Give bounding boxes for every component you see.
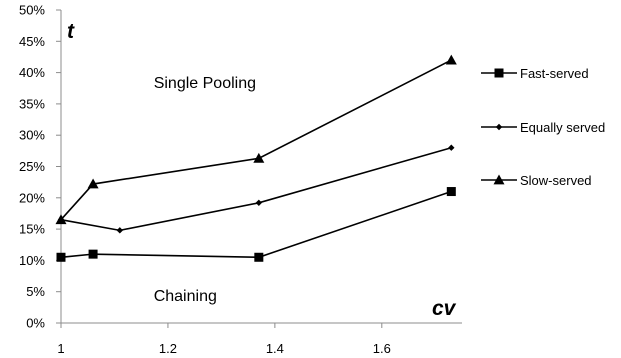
series-line — [60, 146, 452, 232]
data-point — [55, 214, 67, 225]
annotation-chaining: Chaining — [154, 288, 217, 305]
legend-item-fast-served: Fast-served — [481, 66, 589, 81]
data-point — [445, 54, 457, 65]
series-slow-served — [55, 54, 457, 225]
y-tick-label: 25% — [19, 159, 45, 174]
x-axis-label: cv — [432, 297, 457, 320]
data-point — [88, 249, 98, 259]
y-tick-label: 5% — [26, 284, 45, 299]
y-tick-label: 10% — [19, 253, 45, 268]
series-fast-served — [56, 187, 456, 262]
legend-label: Slow-served — [520, 173, 592, 188]
y-axis-ticks: 0% 5% 10% 15% 20% 25% 30% 35% 40% 45% 50% — [19, 3, 61, 331]
x-tick-label: 1.2 — [159, 341, 177, 356]
x-tick-label: 1.4 — [266, 341, 284, 356]
data-point — [446, 187, 456, 197]
legend-label: Equally served — [520, 120, 605, 135]
legend-marker — [494, 68, 504, 78]
axes — [60, 10, 462, 324]
y-tick-label: 15% — [19, 222, 45, 237]
legend-item-equally-served: Equally served — [481, 120, 605, 135]
legend-item-slow-served: Slow-served — [481, 173, 592, 188]
data-point — [253, 152, 265, 163]
data-point — [116, 227, 124, 234]
legend-label: Fast-served — [520, 66, 589, 81]
data-point — [448, 144, 455, 151]
x-tick-label: 1 — [57, 341, 64, 356]
y-tick-label: 20% — [19, 190, 45, 205]
x-tick-label: 1.6 — [373, 341, 391, 356]
y-axis-label: t — [67, 20, 75, 43]
y-tick-label: 45% — [19, 34, 45, 49]
data-point — [87, 178, 99, 189]
legend-marker — [495, 123, 503, 131]
data-point — [254, 252, 264, 262]
y-tick-label: 35% — [19, 96, 45, 111]
y-tick-label: 40% — [19, 65, 45, 80]
plot-series — [55, 54, 457, 262]
y-tick-label: 30% — [19, 128, 45, 143]
series-line — [60, 59, 452, 221]
data-point — [255, 199, 263, 207]
annotations: Single Pooling Chaining — [154, 75, 256, 305]
legend: Fast-served Equally served Slow-served — [481, 66, 605, 188]
annotation-single: Single Pooling — [154, 75, 256, 92]
x-axis-ticks: 1 1.2 1.4 1.6 — [57, 323, 391, 356]
series-line — [60, 190, 452, 259]
y-tick-label: 50% — [19, 3, 45, 18]
legend-marker — [493, 174, 505, 185]
y-tick-label: 0% — [26, 316, 45, 331]
data-point — [56, 252, 66, 262]
